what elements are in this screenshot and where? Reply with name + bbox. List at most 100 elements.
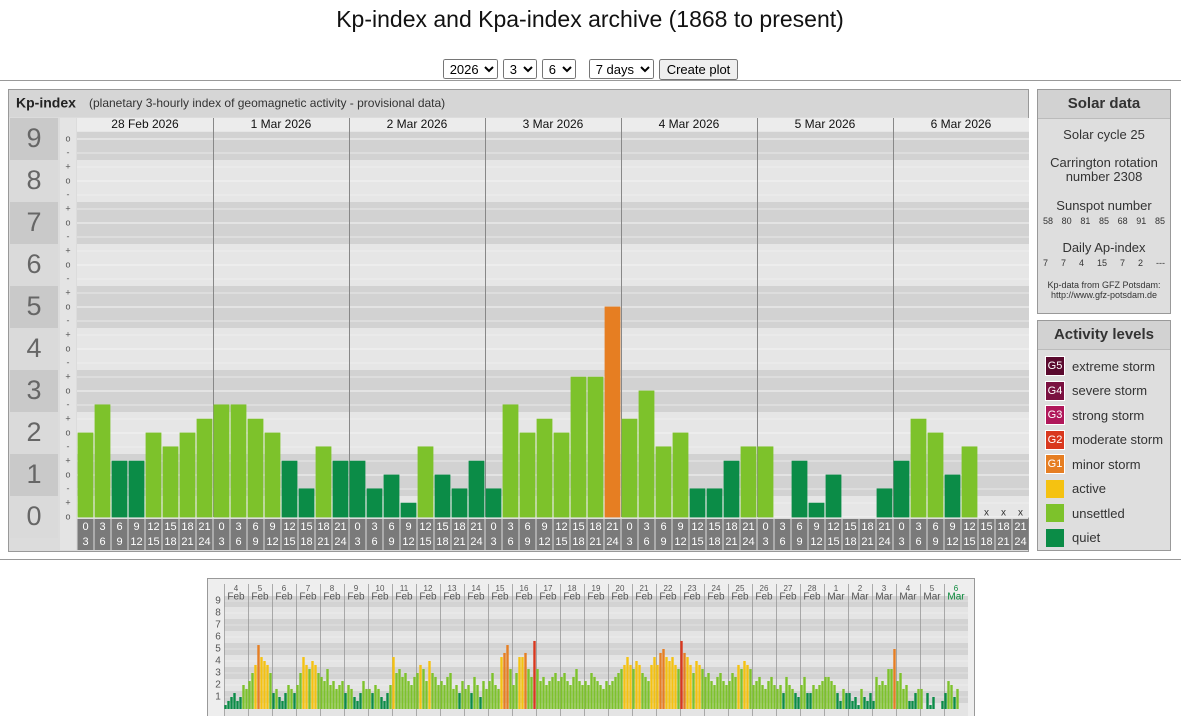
- month-label: Feb: [275, 592, 293, 603]
- bar: [264, 432, 281, 518]
- minor-label: +: [65, 161, 70, 171]
- bar: [839, 700, 842, 709]
- bar: [764, 688, 767, 709]
- minor-label: +: [65, 371, 70, 381]
- bar: [887, 669, 890, 709]
- level-item: unsettled: [1038, 501, 1170, 526]
- create-plot-button[interactable]: Create plot: [658, 59, 739, 80]
- minor-label: -: [67, 441, 70, 451]
- month-select[interactable]: 3: [502, 59, 537, 79]
- bar: [593, 676, 596, 709]
- minor-label: -: [67, 273, 70, 283]
- hour-end: 9: [116, 536, 122, 548]
- bar: [500, 657, 503, 709]
- day-label: 2: [858, 584, 863, 593]
- hour-start: 9: [813, 521, 819, 533]
- hour-end: 12: [402, 536, 414, 548]
- bar: [836, 693, 839, 709]
- hour-start: 21: [198, 521, 210, 533]
- bar: [821, 681, 824, 709]
- minor-label: +: [65, 497, 70, 507]
- minor-label: -: [67, 399, 70, 409]
- hour-start: 3: [235, 521, 241, 533]
- hour-end: 6: [371, 536, 377, 548]
- level-swatch: [1046, 479, 1064, 498]
- bar: [743, 661, 746, 709]
- day-label: 16: [520, 584, 529, 593]
- bar: [825, 474, 842, 518]
- y-tick-label: 3: [215, 668, 221, 679]
- bar: [961, 446, 978, 518]
- month-label: Feb: [419, 592, 437, 603]
- month-label: Feb: [371, 592, 389, 603]
- period-select[interactable]: 7 days: [588, 59, 654, 79]
- day-label: 15: [496, 584, 505, 593]
- bar: [464, 688, 467, 709]
- minor-label: o: [65, 217, 70, 227]
- bar: [239, 697, 242, 709]
- bar: [791, 460, 808, 518]
- bar: [521, 657, 524, 709]
- bar: [860, 688, 863, 709]
- minor-label: +: [65, 413, 70, 423]
- year-select[interactable]: 2026: [442, 59, 498, 79]
- bar: [944, 693, 947, 709]
- month-label: Feb: [563, 592, 581, 603]
- bar: [449, 673, 452, 709]
- bar: [704, 676, 707, 709]
- bar: [905, 685, 908, 709]
- hour-end: 21: [453, 536, 465, 548]
- bar: [635, 661, 638, 709]
- bar: [806, 693, 809, 709]
- hour-cell: [451, 519, 468, 550]
- day-label: 4: [906, 584, 911, 593]
- bar: [400, 502, 417, 518]
- ap-value: ---: [1156, 258, 1165, 268]
- bar: [881, 681, 884, 709]
- hour-cell: [400, 519, 417, 550]
- hour-start: 15: [300, 521, 312, 533]
- minor-label: -: [67, 483, 70, 493]
- hour-cell: [196, 519, 213, 550]
- level-swatch: G3: [1045, 405, 1065, 426]
- hour-cell: [468, 519, 485, 550]
- hour-start: 18: [997, 521, 1009, 533]
- level-name: severe storm: [1072, 383, 1148, 399]
- day-label: 21: [640, 584, 649, 593]
- hour-end: 15: [555, 536, 567, 548]
- bar: [254, 664, 257, 709]
- hour-start: 9: [405, 521, 411, 533]
- bar: [848, 693, 851, 709]
- bar: [248, 681, 251, 709]
- month-label: Mar: [875, 592, 893, 603]
- bar: [824, 676, 827, 709]
- bar: [755, 681, 758, 709]
- bar: [584, 681, 587, 709]
- level-name: quiet: [1072, 530, 1101, 546]
- bar: [617, 673, 620, 709]
- bar: [417, 446, 434, 518]
- bar: [893, 649, 896, 709]
- month-label: Feb: [227, 592, 245, 603]
- hour-start: 21: [742, 521, 754, 533]
- bar: [575, 669, 578, 709]
- band: [77, 132, 1029, 160]
- day-select[interactable]: 6: [541, 59, 576, 79]
- bar: [677, 669, 680, 709]
- bar: [266, 664, 269, 709]
- hour-cell: [774, 519, 791, 550]
- bar: [647, 681, 650, 709]
- bar: [162, 446, 179, 518]
- minor-label: o: [65, 301, 70, 311]
- bar: [485, 688, 488, 709]
- bar: [479, 697, 482, 709]
- bar: [719, 673, 722, 709]
- bar: [509, 669, 512, 709]
- hour-cell: [315, 519, 332, 550]
- level-name: active: [1072, 481, 1106, 497]
- hour-end: 21: [725, 536, 737, 548]
- bar: [644, 676, 647, 709]
- bar: [314, 664, 317, 709]
- hour-start: 15: [844, 521, 856, 533]
- month-label: Feb: [587, 592, 605, 603]
